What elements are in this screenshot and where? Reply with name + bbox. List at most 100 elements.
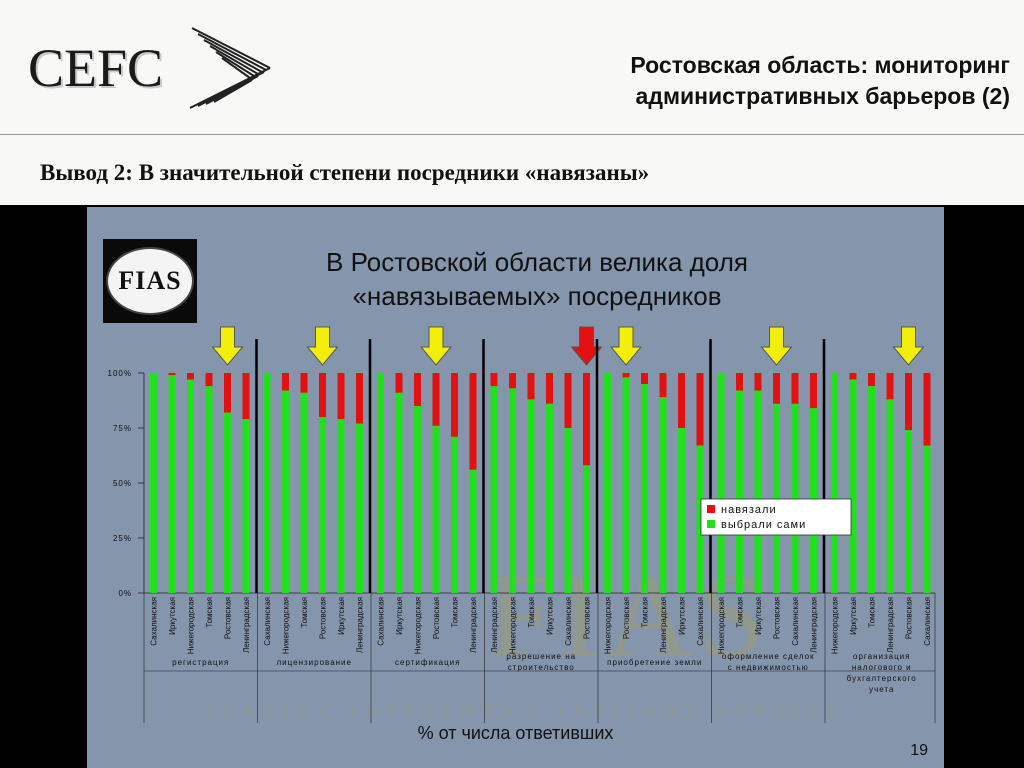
bar-chosen — [546, 403, 553, 593]
slide-title-line2: административных барьеров (2) — [635, 83, 1010, 109]
bar-chosen — [432, 425, 440, 593]
x-axis-caption: % от числа ответивших — [417, 723, 614, 743]
x-tick-label: Нижегородская — [509, 597, 518, 654]
slide-title-line1: Ростовская область: мониторинг — [630, 52, 1010, 78]
bar-chosen — [641, 384, 648, 593]
group-label: приобретение земли — [607, 658, 702, 667]
x-tick-label: Ленинградская — [242, 597, 251, 653]
x-tick-label: Нижегородская — [282, 597, 291, 654]
slide-title: Ростовская область: мониторинг администр… — [490, 50, 1010, 112]
bar-imposed — [432, 373, 440, 426]
stacked-bar-chart: 100% 75% 50% 25% 0% Сахалинская Иркутская Нижег… — [108, 326, 936, 723]
group-label: с недвижимостью — [728, 663, 809, 672]
group-label: сертификация — [395, 658, 460, 667]
yellow-arrow-icon — [609, 326, 643, 366]
x-tick-label: Томская — [736, 597, 745, 628]
chart-panel: FIAS FOREIGN INVESTMENT ADVISORY SERVICE… — [87, 207, 944, 768]
x-tick-label: Ростовская — [773, 597, 782, 639]
group-label: оформление сделок — [722, 652, 815, 661]
x-tick-label: Ростовская — [432, 597, 441, 639]
header-divider — [0, 134, 1024, 135]
x-tick-label: Нижегородская — [831, 597, 840, 654]
bar-imposed — [205, 373, 213, 387]
bar-imposed — [849, 373, 857, 380]
bar-chosen — [736, 390, 743, 593]
y-tick-label: 100% — [108, 369, 132, 378]
bar-imposed — [490, 373, 498, 387]
bar-imposed — [810, 373, 817, 409]
yellow-arrow-icon — [419, 326, 453, 366]
legend-label: навязали — [721, 504, 777, 516]
bar-imposed — [773, 373, 780, 404]
x-tick-label: Ростовская — [622, 597, 631, 639]
bar-chosen — [923, 445, 931, 593]
bar-chosen — [868, 386, 875, 593]
cefc-swoosh-icon — [189, 27, 271, 109]
legend-label: выбрали сами — [721, 519, 806, 531]
group-label: бухгалтерского — [847, 674, 917, 683]
x-tick-label: Иркутская — [337, 597, 346, 635]
chart-title-line2: «навязываемых» посредников — [352, 281, 722, 311]
bar-imposed — [564, 373, 572, 428]
bar-chosen — [717, 373, 725, 593]
x-tick-label: Сахалинская — [696, 597, 705, 646]
x-tick-label: Ленинградская — [659, 597, 668, 653]
x-tick-label: Иркутская — [849, 597, 858, 635]
yellow-arrow-icon — [211, 326, 244, 366]
x-tick-label: Ленинградская — [490, 597, 499, 653]
x-tick-label: Ростовская — [583, 597, 592, 639]
bar-chosen — [205, 386, 213, 593]
x-tick-label: Ростовская — [224, 597, 233, 639]
bar-chosen — [282, 390, 289, 593]
bar-chosen — [469, 469, 477, 593]
bar-imposed — [469, 373, 477, 470]
bar-imposed — [754, 373, 762, 391]
x-tick-label: Ленинградская — [886, 597, 895, 653]
bar-imposed — [791, 373, 799, 404]
x-tick-label: Сахалинская — [150, 597, 159, 646]
legend-swatch — [707, 505, 715, 513]
slide-subtitle: Вывод 2: В значительной степени посредни… — [40, 160, 650, 185]
bar-imposed — [868, 373, 875, 387]
x-tick-label: Сахалинская — [377, 597, 386, 646]
fias-logo: FIAS — [103, 239, 197, 323]
group-label: организация — [853, 652, 910, 661]
bar-chosen — [564, 428, 572, 593]
x-tick-label: Ленинградская — [469, 597, 478, 653]
bar-imposed — [923, 373, 931, 446]
bar-chosen — [395, 392, 403, 593]
bar-chosen — [150, 373, 157, 593]
x-tick-label: Томская — [527, 597, 536, 628]
bar-chosen — [490, 386, 498, 593]
bar-imposed — [622, 373, 630, 378]
bar-chosen — [678, 428, 685, 593]
bar-imposed — [168, 373, 176, 376]
fias-logo-text: FIAS — [106, 247, 194, 315]
x-tick-label: Томская — [205, 597, 214, 628]
x-tick-label: Сахалинская — [564, 597, 573, 646]
page-number: 19 — [910, 742, 928, 759]
bar-imposed — [509, 373, 516, 389]
red-arrow-icon — [570, 326, 603, 366]
x-tick-label: Ростовская — [319, 597, 328, 639]
bar-imposed — [337, 373, 345, 420]
bar-chosen — [527, 399, 535, 593]
bar-chosen — [168, 375, 176, 593]
bar-imposed — [187, 373, 194, 380]
bar-imposed — [282, 373, 289, 391]
bar-chosen — [300, 392, 308, 593]
bar-chosen — [886, 399, 894, 593]
bar-imposed — [696, 373, 704, 446]
bar-imposed — [300, 373, 308, 393]
chart-title-line1: В Ростовской области велика доля — [326, 247, 748, 277]
bar-imposed — [678, 373, 685, 428]
bar-imposed — [356, 373, 363, 424]
cefc-logo: CEFC — [28, 38, 164, 98]
bar-chosen — [773, 403, 780, 593]
bar-chosen — [849, 379, 857, 593]
yellow-arrow-icon — [306, 326, 339, 366]
x-tick-label: Сахалинская — [263, 597, 272, 646]
chart-title: В Ростовской области велика доля «навязы… — [227, 245, 847, 313]
slide-header: CEFC Ростовская область: мониторинг адми… — [0, 0, 1024, 135]
bar-chosen — [451, 436, 458, 593]
